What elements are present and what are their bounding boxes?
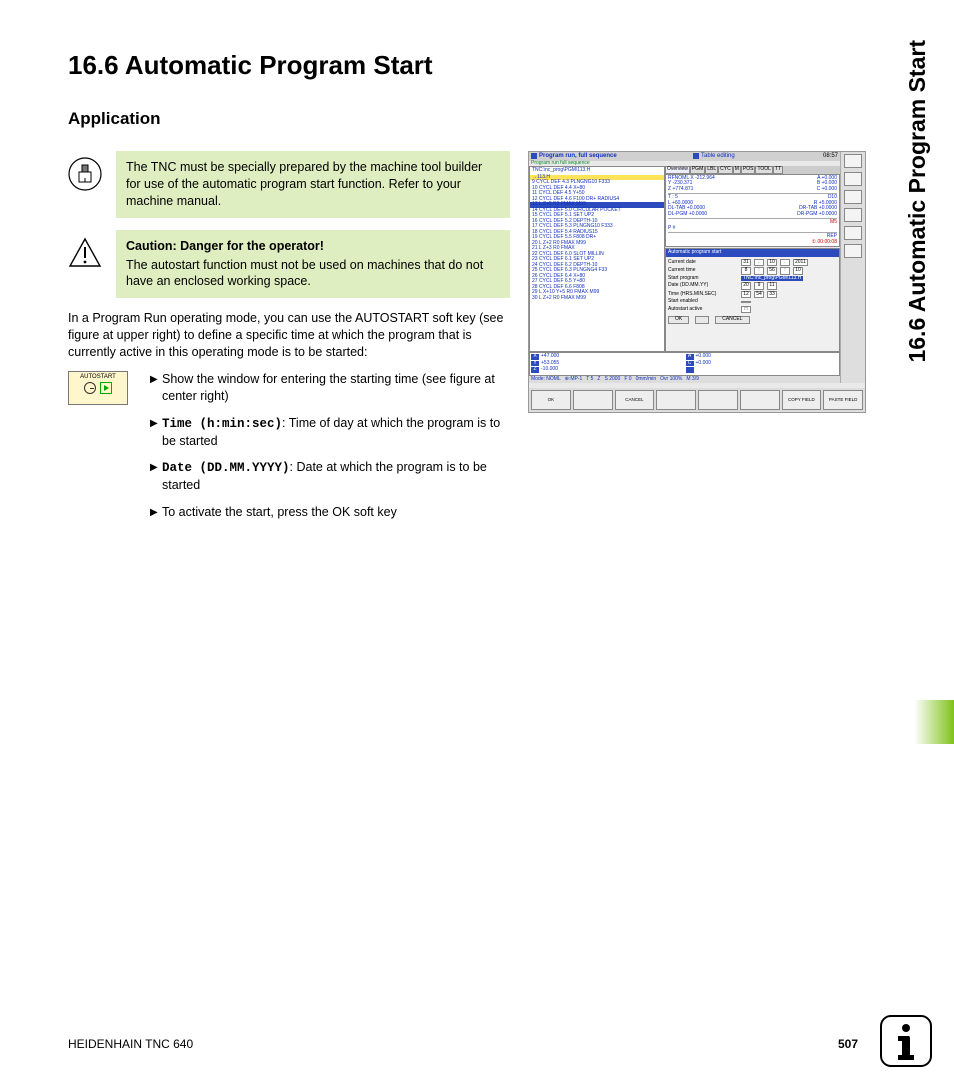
play-icon bbox=[100, 382, 112, 394]
side-button-bar bbox=[841, 152, 865, 383]
section-title: 16.6 Automatic Program Start bbox=[68, 50, 888, 81]
ss-clock: 08:57 bbox=[823, 153, 838, 160]
overview-panel: RFNOML X -212.964A +0.000 Y -230.371B +0… bbox=[665, 174, 840, 248]
list-item: ▶Date (DD.MM.YYYY): Date at which the pr… bbox=[150, 459, 510, 494]
machine-note-body: The TNC must be specially prepared by th… bbox=[116, 151, 510, 218]
subsection-heading: Application bbox=[68, 109, 888, 129]
info-badge-icon bbox=[880, 1015, 932, 1067]
intro-paragraph: In a Program Run operating mode, you can… bbox=[68, 310, 510, 361]
ss-title-left: Program run, full sequence bbox=[539, 153, 617, 160]
thumb-tab bbox=[914, 700, 954, 744]
mode-icon-2 bbox=[693, 153, 699, 159]
list-item: ▶To activate the start, press the OK sof… bbox=[150, 504, 510, 521]
warning-icon bbox=[68, 236, 102, 270]
tnc-screenshot: Program run, full sequence Table editing… bbox=[528, 151, 866, 413]
program-path: TNC:\nc_prog\PGM\113.H bbox=[530, 167, 664, 175]
side-running-title: 16.6 Automatic Program Start bbox=[900, 40, 934, 760]
softkey-label: AUTOSTART bbox=[69, 374, 127, 380]
mode-icon bbox=[531, 153, 537, 159]
list-item: ▶Time (h:min:sec): Time of day at which … bbox=[150, 415, 510, 450]
machine-icon bbox=[68, 157, 102, 191]
list-item: ▶Show the window for entering the starti… bbox=[150, 371, 510, 405]
autostart-dialog: Automatic program start Current date31.1… bbox=[665, 248, 840, 352]
page-number: 507 bbox=[838, 1037, 858, 1051]
softkey-bar: OKCANCELCOPY FIELDPASTE FIELD bbox=[529, 388, 865, 412]
dialog-title: Automatic program start bbox=[666, 249, 839, 257]
code-listing: TNC:\nc_prog\PGM\113.H →113.H9 CYCL DEF … bbox=[529, 166, 665, 352]
caution-title: Caution: Danger for the operator! bbox=[126, 238, 500, 255]
status-bar: Mode: NOML⊕:MP-1T 5ZS 2000F 00mm/minOvr … bbox=[529, 376, 840, 384]
clock-icon bbox=[84, 382, 96, 394]
footer-product: HEIDENHAIN TNC 640 bbox=[68, 1037, 193, 1051]
overview-tabs: OverviewPGMLBLCYCMPOSTOOLTT bbox=[665, 166, 840, 174]
axis-strip: X+47.000A+0.000Y+53.055C+0.000Z-10.000 bbox=[529, 352, 840, 376]
ss-title-right: Table editing bbox=[701, 153, 821, 160]
bullet-list: ▶Show the window for entering the starti… bbox=[150, 371, 510, 531]
caution-body: The autostart function must not be used … bbox=[126, 258, 483, 289]
autostart-softkey: AUTOSTART bbox=[68, 371, 128, 405]
machine-note: The TNC must be specially prepared by th… bbox=[68, 151, 510, 218]
caution-note: Caution: Danger for the operator! The au… bbox=[68, 230, 510, 299]
